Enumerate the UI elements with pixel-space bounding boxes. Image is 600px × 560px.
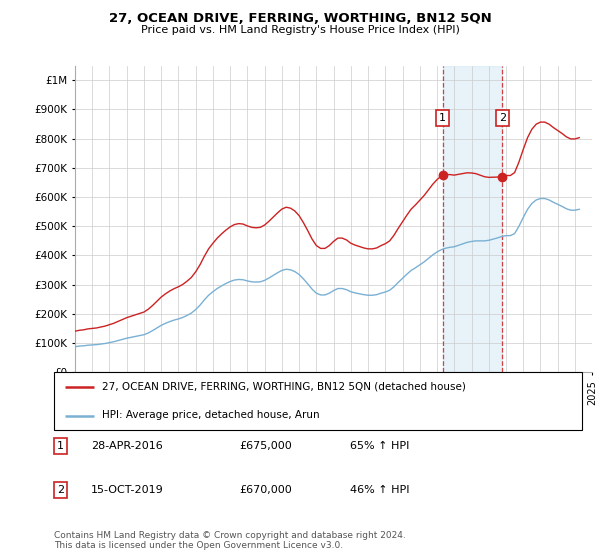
- Text: 2: 2: [499, 113, 506, 123]
- FancyBboxPatch shape: [54, 372, 582, 430]
- Text: HPI: Average price, detached house, Arun: HPI: Average price, detached house, Arun: [101, 410, 319, 421]
- Bar: [443, 66, 502, 372]
- Text: 28-APR-2016: 28-APR-2016: [91, 441, 163, 451]
- Text: £670,000: £670,000: [239, 485, 292, 495]
- Text: Price paid vs. HM Land Registry's House Price Index (HPI): Price paid vs. HM Land Registry's House …: [140, 25, 460, 35]
- Text: £675,000: £675,000: [239, 441, 292, 451]
- Text: 27, OCEAN DRIVE, FERRING, WORTHING, BN12 5QN: 27, OCEAN DRIVE, FERRING, WORTHING, BN12…: [109, 12, 491, 25]
- Text: 2: 2: [57, 485, 64, 495]
- Text: 15-OCT-2019: 15-OCT-2019: [91, 485, 164, 495]
- Text: 1: 1: [57, 441, 64, 451]
- Text: Contains HM Land Registry data © Crown copyright and database right 2024.
This d: Contains HM Land Registry data © Crown c…: [54, 530, 406, 550]
- Text: 1: 1: [439, 113, 446, 123]
- Text: 46% ↑ HPI: 46% ↑ HPI: [350, 485, 409, 495]
- Text: 65% ↑ HPI: 65% ↑ HPI: [350, 441, 409, 451]
- Text: 27, OCEAN DRIVE, FERRING, WORTHING, BN12 5QN (detached house): 27, OCEAN DRIVE, FERRING, WORTHING, BN12…: [101, 381, 466, 391]
